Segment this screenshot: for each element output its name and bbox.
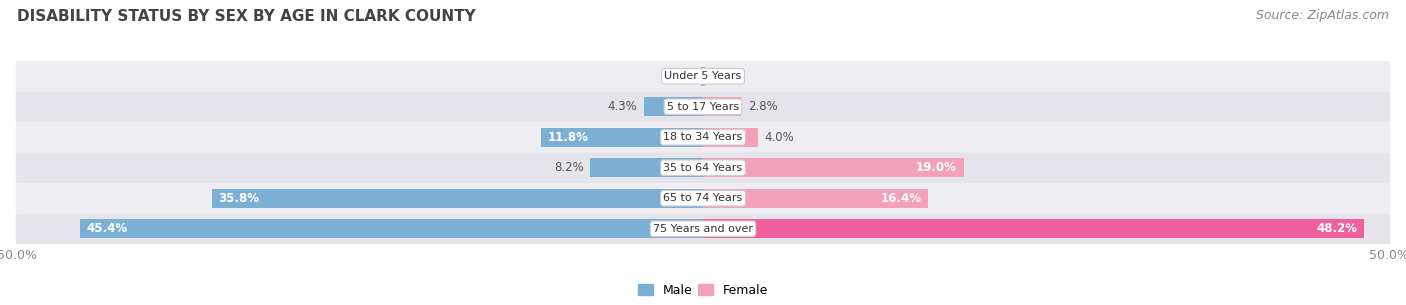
Text: 5 to 17 Years: 5 to 17 Years xyxy=(666,102,740,112)
Bar xyxy=(80,219,703,238)
Legend: Male, Female: Male, Female xyxy=(633,279,773,302)
Text: 35 to 64 Years: 35 to 64 Years xyxy=(664,163,742,173)
Bar xyxy=(591,158,703,177)
Bar xyxy=(703,219,1364,238)
FancyBboxPatch shape xyxy=(15,152,1391,183)
Text: 8.2%: 8.2% xyxy=(554,161,583,174)
Text: 0.0%: 0.0% xyxy=(666,70,696,83)
Text: Under 5 Years: Under 5 Years xyxy=(665,71,741,81)
Text: 35.8%: 35.8% xyxy=(218,192,260,205)
FancyBboxPatch shape xyxy=(15,92,1391,122)
Text: 2.8%: 2.8% xyxy=(748,100,778,113)
Text: 0.0%: 0.0% xyxy=(710,70,740,83)
Text: 11.8%: 11.8% xyxy=(548,131,589,144)
FancyBboxPatch shape xyxy=(15,183,1391,214)
Bar xyxy=(541,128,703,147)
Bar xyxy=(703,128,758,147)
Text: 19.0%: 19.0% xyxy=(915,161,957,174)
Text: 4.3%: 4.3% xyxy=(607,100,637,113)
Text: 45.4%: 45.4% xyxy=(87,222,128,235)
Text: 65 to 74 Years: 65 to 74 Years xyxy=(664,193,742,203)
Bar xyxy=(212,189,703,208)
Text: 16.4%: 16.4% xyxy=(880,192,921,205)
FancyBboxPatch shape xyxy=(15,61,1391,92)
Bar xyxy=(703,67,704,86)
Bar xyxy=(703,158,963,177)
Bar xyxy=(703,189,928,208)
FancyBboxPatch shape xyxy=(15,214,1391,244)
Text: 48.2%: 48.2% xyxy=(1316,222,1358,235)
Bar xyxy=(644,97,703,116)
Bar xyxy=(703,97,741,116)
Text: 75 Years and over: 75 Years and over xyxy=(652,224,754,234)
FancyBboxPatch shape xyxy=(15,122,1391,152)
Text: 18 to 34 Years: 18 to 34 Years xyxy=(664,132,742,142)
Text: 4.0%: 4.0% xyxy=(765,131,794,144)
Bar xyxy=(702,67,703,86)
Text: DISABILITY STATUS BY SEX BY AGE IN CLARK COUNTY: DISABILITY STATUS BY SEX BY AGE IN CLARK… xyxy=(17,9,475,24)
Text: Source: ZipAtlas.com: Source: ZipAtlas.com xyxy=(1256,9,1389,22)
